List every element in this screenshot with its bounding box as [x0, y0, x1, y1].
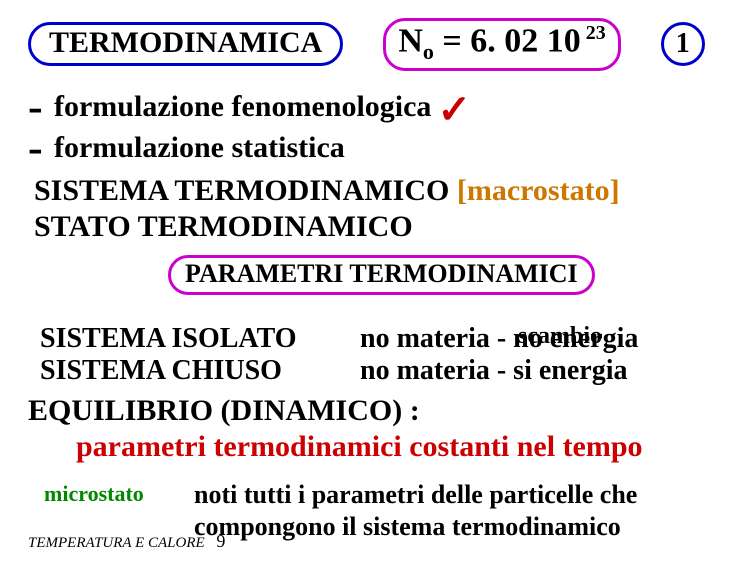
scambio-left: SISTEMA CHIUSO [40, 355, 360, 387]
equilibrio-block: EQUILIBRIO (DINAMICO) : parametri termod… [28, 393, 723, 465]
bullet-list: - formulazione fenomenologica ✓ - formul… [28, 85, 723, 166]
slide: TERMODINAMICA No = 6. 02 10 23 1 - formu… [0, 0, 751, 566]
microstato-text: noti tutti i parametri delle particelle … [194, 479, 723, 541]
sistema-term: SISTEMA TERMODINAMICO [34, 174, 449, 207]
check-icon: ✓ [437, 87, 471, 133]
bullet-dash: - [28, 135, 52, 161]
footer-text: TEMPERATURA E CALORE [28, 535, 205, 551]
bullet-text: formulazione fenomenologica [54, 90, 431, 125]
sistema-line2: STATO TERMODINAMICO [34, 209, 723, 245]
parametri-row: PARAMETRI TERMODINAMICI [28, 245, 723, 295]
scambio-heading: scambio [518, 323, 602, 350]
avogadro-pill: No = 6. 02 10 23 [383, 18, 620, 71]
footer: TEMPERATURA E CALORE 9 [28, 531, 225, 552]
equilibrio-line2: parametri termodinamici costanti nel tem… [28, 429, 723, 465]
macrostato-label: [macrostato] [457, 174, 620, 207]
scambio-right: no materia - si energia [360, 355, 723, 387]
scambio-left: SISTEMA ISOLATO [40, 323, 360, 355]
bullet-dash: - [28, 94, 52, 120]
bullet-text: formulazione statistica [54, 131, 345, 166]
scambio-block: scambio SISTEMA ISOLATO SISTEMA CHIUSO n… [28, 323, 723, 387]
title-pill: TERMODINAMICA [28, 22, 343, 66]
sistema-line1: SISTEMA TERMODINAMICO [macrostato] [34, 173, 723, 209]
microstato-line: noti tutti i parametri delle particelle … [194, 479, 723, 510]
bullet-item: - formulazione statistica ✓ [28, 131, 723, 166]
page-number-circle: 1 [661, 22, 705, 66]
microstato-line: compongono il sistema termodinamico [194, 511, 723, 542]
bullet-item: - formulazione fenomenologica ✓ [28, 85, 723, 131]
header-row: TERMODINAMICA No = 6. 02 10 23 1 [28, 18, 723, 71]
footer-page: 9 [216, 531, 225, 551]
sistema-block: SISTEMA TERMODINAMICO [macrostato] STATO… [28, 173, 723, 245]
scambio-grid: SISTEMA ISOLATO SISTEMA CHIUSO no materi… [28, 323, 723, 387]
equilibrio-line1: EQUILIBRIO (DINAMICO) : [28, 393, 723, 429]
parametri-pill: PARAMETRI TERMODINAMICI [168, 255, 595, 295]
scambio-left-col: SISTEMA ISOLATO SISTEMA CHIUSO [40, 323, 360, 387]
